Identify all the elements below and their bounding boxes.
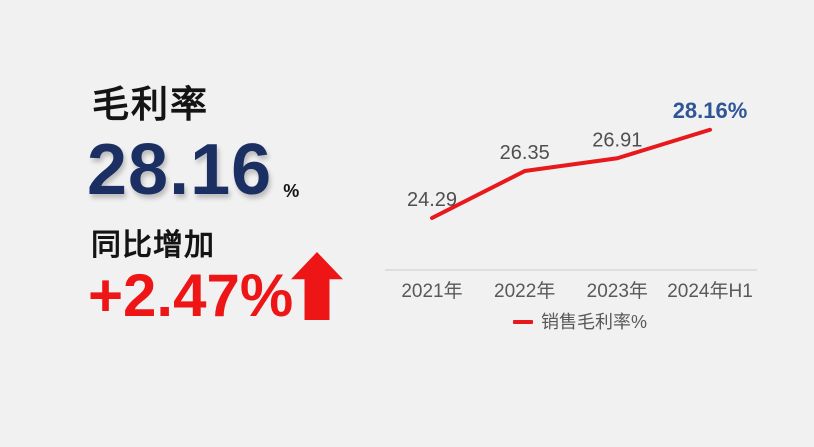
- legend-label: 销售毛利率%: [540, 312, 647, 332]
- chart-legend: 销售毛利率%: [370, 311, 790, 333]
- data-point-label: 26.91: [592, 129, 642, 151]
- x-axis-label: 2021年: [401, 280, 462, 302]
- legend-line-swatch: [512, 320, 533, 324]
- x-axis-label: 2024年H1: [667, 280, 753, 302]
- up-arrow-icon: [291, 252, 343, 320]
- kpi-unit: %: [283, 181, 300, 201]
- series-line-gross-margin: [430, 127, 712, 220]
- data-point-label: 24.29: [407, 189, 457, 211]
- kpi-value-row: 28.16 %: [87, 134, 299, 206]
- data-point-label: 26.35: [500, 142, 550, 164]
- gross-margin-chart: 24.29 26.35 26.91 28.16% 2021年 2022年 2023年 2024…: [385, 98, 757, 302]
- x-axis-label: 2023年: [587, 280, 648, 302]
- x-axis-label: 2022年: [494, 280, 555, 302]
- kpi-change-value: +2.47%: [88, 262, 294, 329]
- kpi-title: 毛利率: [92, 84, 209, 125]
- data-point-label: 28.16%: [673, 98, 748, 123]
- kpi-change-label: 同比增加: [91, 229, 215, 262]
- kpi-value: 28.16: [87, 130, 273, 210]
